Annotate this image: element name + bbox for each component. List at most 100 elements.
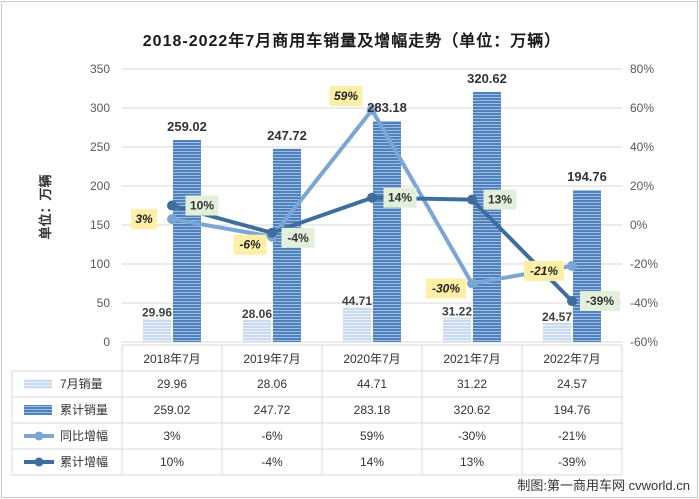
table-cell: 10% bbox=[160, 455, 184, 469]
cumulative-growth-label-box bbox=[185, 195, 219, 216]
table-cell: 24.57 bbox=[557, 377, 587, 391]
monthly-sales-label: 31.22 bbox=[442, 305, 472, 319]
monthly-sales-label: 28.06 bbox=[242, 307, 272, 321]
y2-tick-label: 40% bbox=[630, 140, 654, 154]
cumulative-growth-label: 13% bbox=[488, 193, 512, 207]
chart-title: 2018-2022年7月商用车销量及增幅走势（单位：万辆） bbox=[143, 31, 561, 50]
table-cell: 194.76 bbox=[554, 403, 591, 417]
y-tick-label: 0 bbox=[103, 335, 110, 349]
legend-series-name: 累计销量 bbox=[60, 403, 108, 417]
y2-tick-label: -60% bbox=[630, 335, 658, 349]
table-cell: 320.62 bbox=[454, 403, 491, 417]
category-label: 2020年7月 bbox=[343, 352, 400, 366]
point-cumulative-growth bbox=[467, 194, 477, 205]
cumulative-growth-label: 14% bbox=[388, 191, 412, 205]
cumulative-growth-label-box bbox=[483, 189, 517, 210]
data-table: 2018年7月 2019年7月 2020年7月 2021年7月 2022年7月 7月销量 2… bbox=[11, 344, 623, 476]
point-cumulative-growth bbox=[367, 192, 377, 203]
table-cell: 59% bbox=[360, 429, 384, 443]
table-cell: -4% bbox=[261, 455, 283, 469]
table-cell: -39% bbox=[558, 455, 586, 469]
yoy-growth-label: -21% bbox=[530, 264, 558, 278]
category-label: 2018年7月 bbox=[143, 352, 200, 366]
y-tick-label: 200 bbox=[90, 179, 110, 193]
y-axis-label: 单位：万辆 bbox=[38, 174, 53, 239]
monthly-sales-label: 44.71 bbox=[342, 294, 372, 308]
y-tick-label: 350 bbox=[90, 62, 110, 76]
cumulative-sales-label: 283.18 bbox=[367, 100, 407, 115]
table-cell: 29.96 bbox=[157, 377, 187, 391]
table-cell: 44.71 bbox=[357, 377, 387, 391]
y2-axis-ticks: -60% -40% -20% 0% 20% 40% 60% 80% bbox=[630, 62, 658, 349]
point-yoy-growth bbox=[467, 278, 477, 289]
table-cell: -6% bbox=[261, 429, 283, 443]
point-cumulative-growth bbox=[567, 296, 577, 307]
y2-tick-label: 80% bbox=[630, 62, 654, 76]
yoy-growth-label-box bbox=[233, 234, 267, 255]
yoy-growth-label: -6% bbox=[239, 238, 261, 252]
y2-tick-label: 20% bbox=[630, 179, 654, 193]
point-yoy-growth bbox=[567, 260, 577, 271]
bars bbox=[143, 91, 601, 342]
yoy-growth-label: -30% bbox=[432, 282, 460, 296]
monthly-sales-label: 29.96 bbox=[142, 306, 172, 320]
cumulative-sales-label: 320.62 bbox=[467, 71, 507, 86]
bar-cumulative-sales bbox=[173, 139, 201, 342]
category-label: 2021年7月 bbox=[443, 352, 500, 366]
data-labels: 29.96 259.02 28.06 247.72 44.71 283.18 31.22 32… bbox=[131, 71, 620, 324]
y-axis-ticks: 0 50 100 150 200 250 300 350 bbox=[90, 62, 110, 349]
bar-monthly-sales bbox=[143, 318, 171, 342]
cumulative-growth-label-box bbox=[580, 291, 620, 312]
y2-tick-label: 0% bbox=[630, 218, 648, 232]
legend-series-name: 同比增幅 bbox=[60, 428, 108, 443]
legend-series-name: 累计增幅 bbox=[60, 454, 108, 469]
legend-series-name: 7月销量 bbox=[60, 377, 103, 391]
yoy-growth-label: 3% bbox=[135, 212, 153, 226]
y2-tick-label: 60% bbox=[630, 101, 654, 115]
cumulative-growth-label: -39% bbox=[586, 294, 614, 308]
y-tick-label: 150 bbox=[90, 218, 110, 232]
table-cell: 3% bbox=[163, 429, 181, 443]
table-cell: 14% bbox=[360, 455, 384, 469]
table-cell: -30% bbox=[458, 429, 486, 443]
cumulative-growth-label: -4% bbox=[287, 231, 309, 245]
yoy-growth-label-box bbox=[329, 85, 363, 106]
y2-tick-label: -20% bbox=[630, 257, 658, 271]
table-cell: 28.06 bbox=[257, 377, 287, 391]
y-tick-label: 250 bbox=[90, 140, 110, 154]
yoy-growth-label: 59% bbox=[334, 89, 358, 103]
y-tick-label: 300 bbox=[90, 101, 110, 115]
category-label: 2019年7月 bbox=[243, 352, 300, 366]
category-label: 2022年7月 bbox=[543, 352, 600, 366]
bar-monthly-sales bbox=[543, 322, 571, 342]
cumulative-growth-label-box bbox=[383, 187, 417, 208]
line-cumulative-growth bbox=[171, 195, 574, 303]
table-cell: 13% bbox=[460, 455, 484, 469]
table-cell: 31.22 bbox=[457, 377, 487, 391]
legend-key-marker bbox=[34, 431, 44, 441]
table-cell: -21% bbox=[558, 429, 586, 443]
bar-cumulative-sales bbox=[573, 190, 601, 342]
y-tick-label: 100 bbox=[90, 257, 110, 271]
lines bbox=[167, 104, 577, 307]
cumulative-sales-label: 247.72 bbox=[267, 128, 307, 143]
monthly-sales-label: 24.57 bbox=[542, 310, 572, 324]
table-cell: 283.18 bbox=[354, 403, 391, 417]
cumulative-sales-label: 259.02 bbox=[167, 119, 207, 134]
legend-key-bar bbox=[24, 405, 52, 415]
point-yoy-growth bbox=[167, 214, 177, 225]
cumulative-growth-label-box bbox=[281, 227, 315, 248]
legend-key-marker bbox=[34, 457, 44, 467]
cumulative-growth-label: 10% bbox=[190, 199, 214, 213]
table-cell: 247.72 bbox=[254, 403, 291, 417]
point-cumulative-growth bbox=[167, 200, 177, 211]
table-cell: 259.02 bbox=[154, 403, 191, 417]
point-yoy-growth bbox=[367, 104, 377, 115]
bar-monthly-sales bbox=[343, 307, 371, 342]
yoy-growth-label-box bbox=[524, 260, 564, 281]
y2-tick-label: -40% bbox=[630, 296, 658, 310]
y-tick-label: 50 bbox=[97, 296, 111, 310]
point-cumulative-growth bbox=[267, 227, 277, 238]
